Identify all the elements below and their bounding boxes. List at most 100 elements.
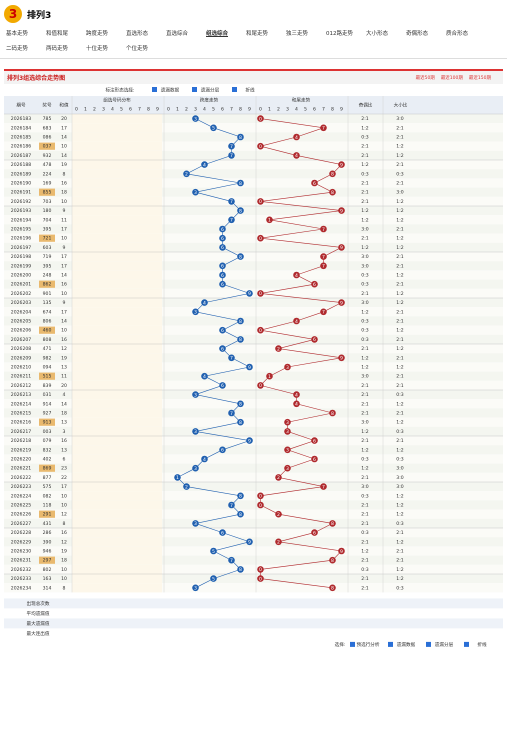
tail-value: 0 bbox=[259, 236, 262, 242]
odd-even: 1:2 bbox=[361, 355, 368, 361]
range-link[interactable]: 最近50期 bbox=[415, 75, 435, 81]
nav-tab[interactable]: 奇偶形态 bbox=[406, 31, 429, 37]
big-small: 1:2 bbox=[396, 273, 403, 279]
big-small: 0:3 bbox=[396, 171, 403, 177]
sum: 19 bbox=[61, 355, 67, 361]
issue: 2026202 bbox=[11, 291, 32, 297]
span-value: 6 bbox=[221, 448, 224, 454]
odd-even: 1:2 bbox=[361, 549, 368, 555]
sum: 18 bbox=[61, 558, 67, 564]
sum: 18 bbox=[61, 190, 67, 196]
sum: 20 bbox=[61, 116, 67, 122]
span-point bbox=[219, 446, 226, 454]
nav-tab[interactable]: 和尾走势 bbox=[246, 31, 269, 37]
digit-header: 9 bbox=[248, 107, 251, 113]
number: 471 bbox=[43, 346, 52, 352]
span-value: 4 bbox=[203, 374, 206, 380]
row-bg bbox=[4, 380, 503, 390]
nav-tab[interactable]: 十位走势 bbox=[86, 46, 109, 52]
checkbox[interactable] bbox=[388, 641, 393, 647]
tail-value: 2 bbox=[277, 475, 280, 481]
number: 683 bbox=[43, 125, 52, 131]
tail-value: 7 bbox=[322, 254, 325, 260]
range-link[interactable]: 最近150期 bbox=[468, 75, 491, 81]
range-link[interactable]: 最近100期 bbox=[440, 75, 463, 81]
nav-tab[interactable]: 大小形态 bbox=[366, 31, 389, 37]
number: 079 bbox=[43, 438, 52, 444]
span-value: 2 bbox=[185, 484, 188, 490]
sum: 14 bbox=[61, 319, 67, 325]
span-value: 7 bbox=[230, 558, 233, 564]
tail-value: 4 bbox=[295, 153, 298, 159]
checkbox[interactable] bbox=[464, 641, 469, 647]
row-bg bbox=[4, 555, 503, 565]
nav-tab[interactable]: 质合形态 bbox=[446, 31, 469, 37]
tail-point bbox=[275, 474, 282, 481]
number: 877 bbox=[43, 475, 52, 481]
nav-tab[interactable]: 二码走势 bbox=[6, 46, 29, 52]
checkbox[interactable] bbox=[350, 641, 355, 647]
number: 927 bbox=[43, 411, 52, 417]
issue: 2026226 bbox=[11, 512, 32, 518]
big-small: 2:1 bbox=[396, 181, 403, 187]
nav-tab[interactable]: 直选形态 bbox=[126, 31, 149, 37]
sum: 9 bbox=[63, 300, 66, 306]
issue: 2026187 bbox=[11, 153, 32, 159]
row-bg bbox=[4, 574, 503, 584]
stat-label: 平均遗漏值 bbox=[27, 610, 50, 617]
nav-tab[interactable]: 跨度走势 bbox=[86, 31, 109, 37]
dist-cell-bg bbox=[72, 288, 162, 298]
tail-point bbox=[311, 179, 318, 187]
sum: 13 bbox=[61, 420, 67, 426]
tail-point bbox=[338, 547, 345, 555]
nav-tab[interactable]: 直选综合 bbox=[166, 31, 189, 37]
odd-even: 2:1 bbox=[361, 411, 368, 417]
checkbox[interactable] bbox=[152, 87, 157, 92]
odd-even: 3:0 bbox=[361, 484, 368, 490]
big-small: 1:2 bbox=[396, 144, 403, 150]
span-value: 9 bbox=[248, 438, 251, 444]
sum: 17 bbox=[61, 309, 67, 315]
digit-header: 0 bbox=[167, 107, 170, 113]
row-bg bbox=[4, 417, 503, 427]
checkbox[interactable] bbox=[192, 87, 197, 92]
nav-tab[interactable]: 两码走势 bbox=[46, 46, 69, 52]
big-small: 1:2 bbox=[396, 503, 403, 509]
span-point bbox=[237, 207, 244, 214]
checkbox[interactable] bbox=[426, 641, 431, 647]
number: 135 bbox=[43, 300, 52, 306]
dist-cell-bg bbox=[72, 187, 162, 197]
nav-tab[interactable]: 和值和尾 bbox=[46, 31, 69, 37]
digit-header: 8 bbox=[147, 107, 150, 113]
big-small: 1:2 bbox=[396, 328, 403, 334]
tail-value: 9 bbox=[340, 300, 343, 306]
tail-value: 9 bbox=[340, 162, 343, 168]
digit-header: 8 bbox=[239, 107, 242, 113]
span-value: 8 bbox=[239, 512, 242, 518]
issue: 2026183 bbox=[11, 116, 32, 122]
number: 575 bbox=[43, 484, 52, 490]
row-bg bbox=[4, 509, 503, 519]
sum: 10 bbox=[61, 567, 67, 573]
tail-value: 8 bbox=[331, 190, 334, 196]
row-bg bbox=[4, 500, 503, 510]
nav-tab[interactable]: 组选综合 bbox=[206, 31, 229, 37]
issue: 2026232 bbox=[11, 567, 32, 573]
checkbox[interactable] bbox=[232, 87, 237, 92]
nav-tab[interactable]: 012路走势 bbox=[326, 31, 353, 37]
row-bg bbox=[4, 150, 503, 160]
big-small: 1:2 bbox=[396, 199, 403, 205]
sum: 14 bbox=[61, 135, 67, 141]
tail-point bbox=[311, 529, 318, 536]
nav-tab[interactable]: 独三走势 bbox=[286, 31, 309, 37]
big-small: 2:1 bbox=[396, 254, 403, 260]
row-bg bbox=[4, 454, 503, 464]
tail-point bbox=[284, 418, 291, 426]
number: 291 bbox=[43, 512, 52, 518]
dist-cell-bg bbox=[72, 491, 162, 501]
nav-tab[interactable]: 个位走势 bbox=[126, 46, 149, 52]
nav-tab[interactable]: 基本走势 bbox=[6, 31, 29, 37]
dist-cell-bg bbox=[72, 196, 162, 206]
number: 719 bbox=[43, 254, 52, 260]
